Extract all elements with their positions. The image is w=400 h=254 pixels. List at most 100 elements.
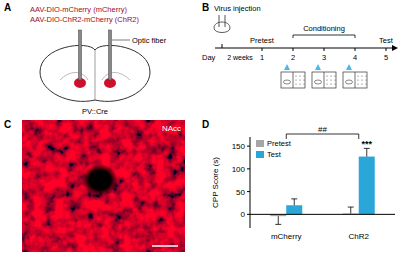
error-cap bbox=[291, 198, 297, 199]
fluorescence-image bbox=[22, 120, 185, 252]
error-cap bbox=[348, 207, 354, 208]
anterior-commissure bbox=[82, 164, 118, 196]
midline bbox=[95, 50, 96, 100]
mouse-icon bbox=[284, 80, 291, 84]
day-tick bbox=[355, 48, 356, 51]
injection-label: Virus injection bbox=[214, 4, 261, 13]
brain-icon bbox=[214, 22, 230, 33]
floor-texture bbox=[303, 83, 304, 84]
floor-texture bbox=[361, 75, 362, 76]
floor-texture bbox=[326, 79, 327, 80]
phase-label: Test bbox=[379, 36, 394, 45]
day-number: 2 bbox=[291, 53, 295, 62]
floor-texture bbox=[365, 83, 366, 84]
y-tick-label: 100 bbox=[232, 165, 246, 174]
cpp-divider bbox=[293, 72, 294, 88]
y-tick-label: 150 bbox=[232, 142, 246, 151]
y-axis-label: CPP Score (s) bbox=[211, 157, 220, 208]
brain-outline bbox=[40, 45, 150, 101]
panel-c: C NAcc bbox=[4, 119, 185, 252]
x-tick-label: ChR2 bbox=[349, 232, 370, 241]
laser-icon bbox=[284, 64, 290, 70]
error-stem bbox=[366, 148, 367, 156]
day-number: 4 bbox=[353, 53, 357, 62]
significance-bracket bbox=[286, 134, 359, 139]
pointer bbox=[112, 40, 130, 41]
region-label: NAcc bbox=[162, 124, 181, 133]
legend-label: Pretest bbox=[267, 139, 292, 148]
floor-texture bbox=[303, 75, 304, 76]
day-tick bbox=[262, 48, 263, 51]
floor-texture bbox=[365, 79, 366, 80]
error-bar bbox=[275, 216, 281, 224]
panel-label: C bbox=[4, 119, 11, 130]
cpp-divider bbox=[324, 72, 325, 88]
day-label: Day bbox=[202, 53, 216, 62]
day-number: 3 bbox=[322, 53, 326, 62]
bars bbox=[270, 148, 375, 224]
significance-label: *** bbox=[361, 139, 372, 149]
legend-swatch bbox=[256, 151, 264, 158]
floor-texture bbox=[295, 79, 296, 80]
y-tick bbox=[247, 214, 250, 215]
panel-a: AAAV-DIO-mCherry (mCherry)AAV-DIO-ChR2-m… bbox=[4, 2, 167, 116]
y-tick bbox=[247, 146, 250, 147]
fiber-label: Optic fiber bbox=[132, 36, 167, 45]
floor-texture bbox=[357, 75, 358, 76]
day-tick bbox=[293, 48, 294, 51]
figure: AAAV-DIO-mCherry (mCherry)AAV-DIO-ChR2-m… bbox=[0, 0, 400, 254]
floor-texture bbox=[326, 75, 327, 76]
cpp-box bbox=[343, 72, 367, 88]
mouse-line-label: PV::Cre bbox=[82, 107, 108, 116]
day-tick bbox=[386, 48, 387, 51]
x-tick-label: mCherry bbox=[271, 232, 302, 241]
floor-texture bbox=[295, 75, 296, 76]
virus-label: AAV-DIO-mCherry (mCherry) bbox=[30, 5, 127, 14]
syringe bbox=[225, 15, 226, 27]
floor-texture bbox=[299, 83, 300, 84]
floor-texture bbox=[330, 79, 331, 80]
error-cap bbox=[275, 224, 281, 225]
error-bar bbox=[291, 199, 297, 205]
floor-texture bbox=[330, 83, 331, 84]
scale-bar bbox=[152, 245, 178, 247]
floor-texture bbox=[303, 79, 304, 80]
floor-texture bbox=[357, 83, 358, 84]
floor-texture bbox=[299, 79, 300, 80]
optic-fiber bbox=[79, 30, 82, 80]
floor-texture bbox=[365, 75, 366, 76]
day-number: 5 bbox=[384, 53, 388, 62]
floor-texture bbox=[295, 83, 296, 84]
error-bar bbox=[364, 148, 370, 156]
floor-texture bbox=[334, 75, 335, 76]
optic-fiber bbox=[109, 30, 112, 80]
error-stem bbox=[294, 199, 295, 205]
image-bg bbox=[22, 120, 185, 252]
floor-texture bbox=[334, 79, 335, 80]
phase-label: Pretest bbox=[250, 36, 275, 45]
interval-label: 2 weeks bbox=[227, 54, 253, 61]
panel-label: B bbox=[202, 2, 209, 13]
y-tick bbox=[247, 191, 250, 192]
phase-label: Conditioning bbox=[303, 24, 345, 33]
panel-d: D050100150CPP Score (s)mCherryChR2Pretes… bbox=[202, 119, 395, 241]
laser-icon bbox=[346, 64, 352, 70]
error-bar bbox=[348, 207, 354, 213]
mouse-icon bbox=[346, 80, 353, 84]
cpp-box bbox=[281, 72, 305, 88]
injection-tick bbox=[222, 44, 223, 48]
syringe bbox=[219, 15, 220, 27]
legend-label: Test bbox=[267, 150, 282, 159]
timeline bbox=[215, 48, 392, 49]
conditioning-bracket bbox=[293, 35, 355, 38]
floor-texture bbox=[361, 79, 362, 80]
cpp-divider bbox=[355, 72, 356, 88]
error-stem bbox=[278, 216, 279, 224]
x-axis bbox=[250, 214, 395, 215]
y-tick bbox=[247, 168, 250, 169]
floor-texture bbox=[326, 83, 327, 84]
panel-label: A bbox=[4, 2, 11, 13]
floor-texture bbox=[299, 75, 300, 76]
day-number: 1 bbox=[260, 53, 264, 62]
error-stem bbox=[350, 207, 351, 213]
